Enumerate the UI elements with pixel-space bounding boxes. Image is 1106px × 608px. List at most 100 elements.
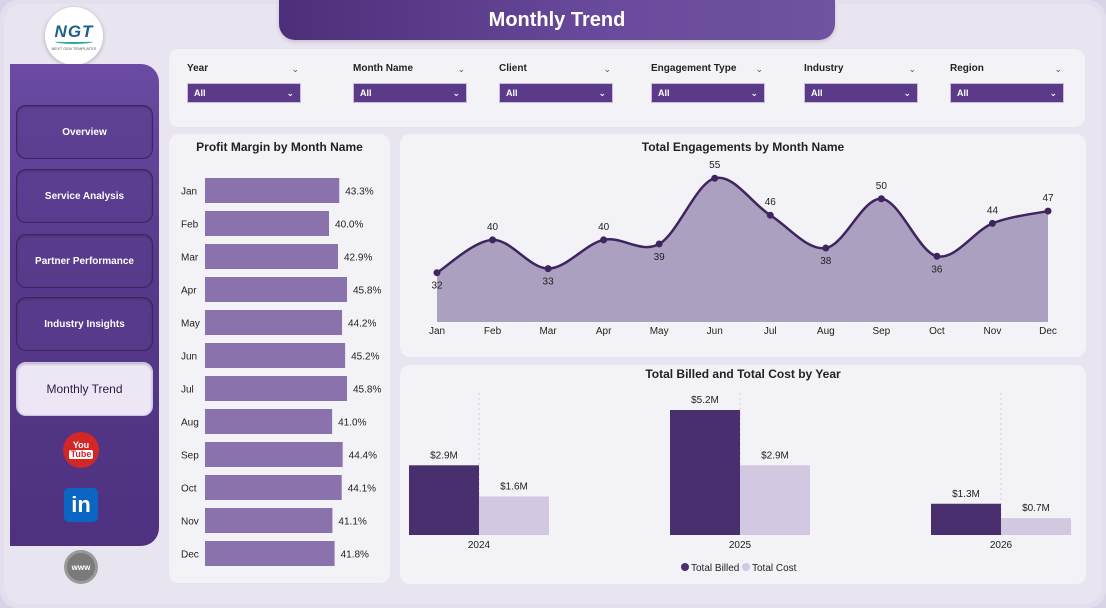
filter-engagement-type-value: All [658, 88, 670, 98]
pm-bar [205, 442, 343, 467]
bc-legend-marker [681, 563, 689, 571]
linkedin-icon[interactable]: in [64, 488, 98, 522]
nav-partner-performance-button[interactable]: Partner Performance [16, 234, 153, 288]
pm-category-label: Feb [181, 220, 199, 231]
engagements-month-label: May [650, 326, 669, 337]
chevron-down-icon[interactable]: ⌄ [291, 64, 299, 74]
pm-value-label: 43.3% [345, 187, 373, 198]
pm-value-label: 42.9% [344, 253, 372, 264]
engagements-value-label: 47 [1042, 193, 1054, 204]
pm-value-label: 45.8% [353, 385, 381, 396]
engagements-value-label: 36 [931, 264, 943, 275]
filter-month-name-select[interactable]: All ⌄ [353, 83, 467, 103]
pm-bar [205, 244, 339, 269]
filter-industry: Industry ⌄ All ⌄ [804, 59, 920, 103]
ngt-logo[interactable]: NGT NEXT GEN TEMPLATES [45, 7, 103, 65]
billed-cost-chart: $2.9M $1.6M 2024 $5.2M $2.9M 2025 $1.3M $0.7M 20… [409, 393, 1071, 574]
nav-service-analysis-button[interactable]: Service Analysis [16, 169, 153, 223]
profit-margin-chart: Jan 43.3% Feb 40.0% Mar 42.9% Apr 45.8% May 44.2%… [181, 178, 381, 566]
engagements-point [1044, 207, 1052, 215]
bc-value-label: $2.9M [761, 450, 789, 461]
engagements-chart: 32 Jan 40 Feb 33 Mar 40 Apr 39 May 55 Jun 46 Jul 38 Aug… [429, 160, 1057, 337]
pm-value-label: 41.8% [341, 550, 369, 561]
engagements-value-label: 32 [431, 281, 443, 292]
pm-value-label: 44.2% [348, 319, 376, 330]
website-globe-icon[interactable]: www [64, 550, 98, 584]
website-text: www [71, 562, 91, 572]
bc-value-label: $1.6M [500, 482, 528, 493]
filter-industry-value: All [811, 88, 823, 98]
chevron-down-icon: ⌄ [598, 87, 606, 98]
bc-legend-label: Total Billed [691, 563, 739, 574]
youtube-tube-text: Tube [68, 449, 94, 459]
billed-cost-chart-title: Total Billed and Total Cost by Year [645, 367, 841, 381]
filter-month-name-value: All [360, 88, 372, 98]
youtube-icon[interactable]: You Tube [63, 432, 99, 468]
engagements-point [877, 195, 885, 203]
linkedin-text: in [71, 492, 91, 517]
filter-engagement-type: Engagement Type ⌄ All ⌄ [651, 59, 767, 103]
chevron-down-icon: ⌄ [286, 87, 294, 98]
filter-engagement-type-label: Engagement Type [651, 63, 737, 74]
filter-month-name-label: Month Name [353, 63, 413, 74]
chevron-down-icon[interactable]: ⌄ [603, 64, 611, 74]
bc-bar [670, 410, 740, 535]
filter-engagement-type-select[interactable]: All ⌄ [651, 83, 765, 103]
engagements-value-label: 50 [876, 181, 888, 192]
filter-month-name: Month Name ⌄ All ⌄ [353, 59, 469, 103]
bc-bar [409, 465, 479, 535]
pm-bar [205, 343, 346, 368]
engagements-value-label: 39 [654, 252, 666, 263]
nav-industry-insights-button[interactable]: Industry Insights [16, 297, 153, 351]
bc-year-label: 2025 [729, 540, 752, 551]
engagements-card: Total Engagements by Month Name 32 Jan 40 F… [400, 134, 1086, 357]
pm-bar [205, 376, 347, 401]
chevron-down-icon: ⌄ [903, 87, 911, 98]
profit-margin-card: Profit Margin by Month Name Jan 43.3% Feb 4… [169, 134, 390, 583]
chevron-down-icon: ⌄ [1049, 87, 1057, 98]
chevron-down-icon[interactable]: ⌄ [755, 64, 763, 74]
engagements-month-label: Apr [596, 326, 612, 337]
filter-year-select[interactable]: All ⌄ [187, 83, 301, 103]
engagements-month-label: Mar [539, 326, 557, 337]
logo-text: NGT [54, 21, 94, 41]
pm-value-label: 41.1% [338, 517, 366, 528]
engagements-point [822, 244, 830, 252]
engagements-month-label: Nov [984, 326, 1002, 337]
pm-value-label: 45.8% [353, 286, 381, 297]
filter-region-select[interactable]: All ⌄ [950, 83, 1064, 103]
filter-year: Year ⌄ All ⌄ [187, 59, 303, 103]
chevron-down-icon[interactable]: ⌄ [908, 64, 916, 74]
nav-overview-button[interactable]: Overview [16, 105, 153, 159]
page-title: Monthly Trend [279, 0, 835, 40]
engagements-month-label: Jul [764, 326, 777, 337]
engagements-value-label: 46 [765, 197, 777, 208]
bc-year-label: 2026 [990, 540, 1013, 551]
engagements-value-label: 33 [543, 277, 555, 288]
sidebar: Overview Service Analysis Partner Perfor… [10, 64, 159, 546]
pm-bar [205, 475, 342, 500]
pm-bar [205, 310, 343, 335]
bc-bar [740, 465, 810, 535]
filter-client-select[interactable]: All ⌄ [499, 83, 613, 103]
chevron-down-icon: ⌄ [750, 87, 758, 98]
billed-cost-card: Total Billed and Total Cost by Year $2.9… [400, 365, 1086, 584]
engagements-point [433, 269, 441, 277]
engagements-month-label: Jan [429, 326, 445, 337]
engagements-point [489, 236, 497, 244]
pm-category-label: Jul [181, 385, 194, 396]
engagements-value-label: 55 [709, 160, 721, 171]
engagements-month-label: Aug [817, 326, 835, 337]
engagements-value-label: 40 [487, 222, 499, 233]
engagements-month-label: Dec [1039, 326, 1057, 337]
filter-industry-select[interactable]: All ⌄ [804, 83, 918, 103]
chevron-down-icon[interactable]: ⌄ [1054, 64, 1062, 74]
filter-client: Client ⌄ All ⌄ [499, 59, 615, 103]
chevron-down-icon[interactable]: ⌄ [457, 64, 465, 74]
nav-monthly-trend-button[interactable]: Monthly Trend [16, 362, 153, 416]
bc-value-label: $2.9M [430, 450, 458, 461]
pm-value-label: 44.1% [348, 484, 376, 495]
bc-value-label: $1.3M [952, 489, 980, 500]
chevron-down-icon: ⌄ [452, 87, 460, 98]
bc-value-label: $5.2M [691, 395, 719, 406]
